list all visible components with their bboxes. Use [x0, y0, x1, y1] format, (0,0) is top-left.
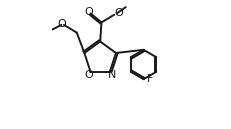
Text: O: O [115, 9, 124, 18]
Text: O: O [58, 19, 67, 29]
Text: F: F [147, 74, 153, 84]
Text: N: N [108, 70, 116, 80]
Text: O: O [84, 7, 93, 17]
Text: O: O [84, 70, 93, 80]
